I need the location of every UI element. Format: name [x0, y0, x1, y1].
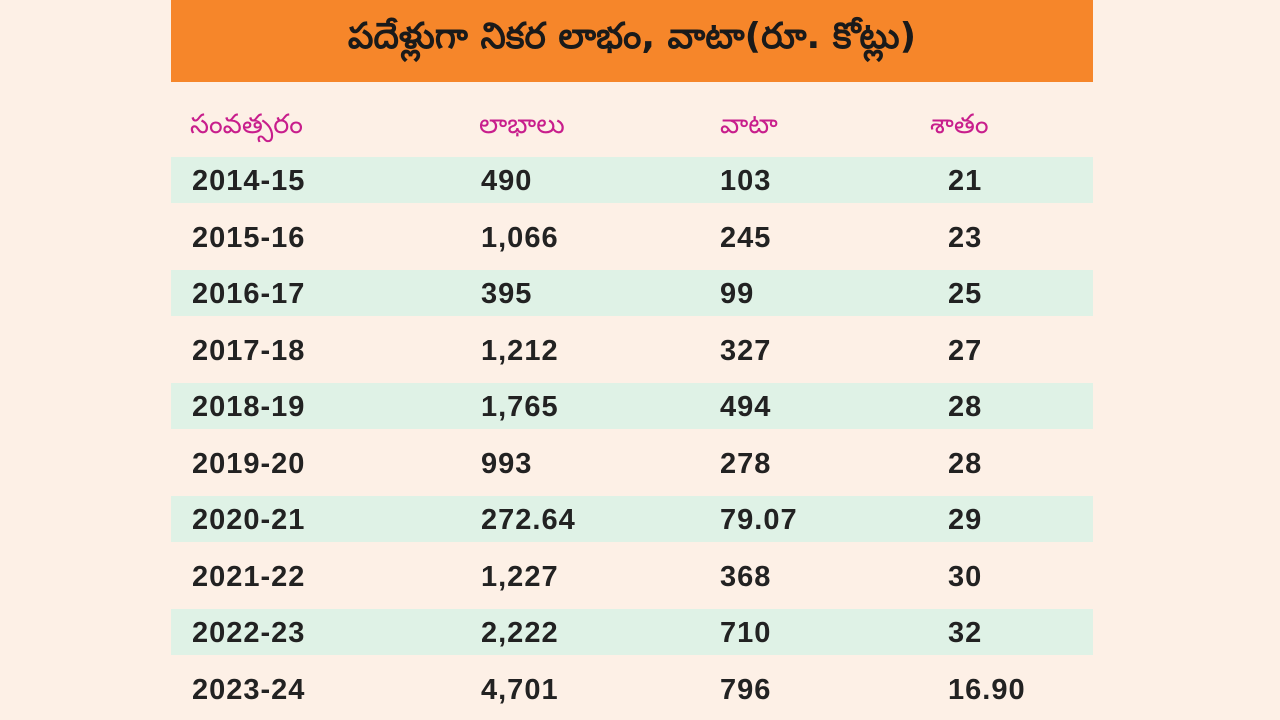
- title-bar: పదేళ్లుగా నికర లాభం, వాటా(రూ. కోట్లు): [171, 0, 1093, 82]
- percent-cell: 25: [948, 278, 983, 310]
- percent-cell: 28: [948, 447, 983, 480]
- percent-cell: 32: [948, 617, 983, 649]
- table-row: 2019-20 993 278 28: [171, 440, 1093, 486]
- year-cell: 2019-20: [192, 447, 306, 480]
- year-cell: 2018-19: [192, 391, 306, 423]
- year-cell: 2022-23: [192, 617, 306, 649]
- percent-cell: 21: [948, 165, 983, 197]
- table-panel: పదేళ్లుగా నికర లాభం, వాటా(రూ. కోట్లు) సం…: [171, 0, 1093, 720]
- percent-cell: 23: [948, 221, 983, 254]
- share-cell: 494: [720, 391, 772, 423]
- profit-cell: 1,765: [481, 391, 559, 423]
- table-row: 2022-23 2,222 710 32: [171, 609, 1093, 655]
- column-header-percent: శాతం: [930, 109, 989, 140]
- table-row: 2020-21 272.64 79.07 29: [171, 496, 1093, 542]
- percent-cell: 27: [948, 334, 983, 367]
- column-header-share: వాటా: [720, 109, 778, 140]
- profit-cell: 993: [481, 447, 533, 480]
- table-title: పదేళ్లుగా నికర లాభం, వాటా(రూ. కోట్లు): [347, 16, 917, 57]
- table-row: 2015-16 1,066 245 23: [171, 214, 1093, 260]
- share-cell: 327: [720, 334, 772, 367]
- share-cell: 99: [720, 278, 755, 310]
- share-cell: 796: [720, 673, 772, 706]
- year-cell: 2014-15: [192, 165, 306, 197]
- year-cell: 2023-24: [192, 673, 306, 706]
- column-header-profits: లాభాలు: [479, 109, 565, 140]
- year-cell: 2015-16: [192, 221, 306, 254]
- percent-cell: 29: [948, 504, 983, 536]
- table-row: 2023-24 4,701 796 16.90: [171, 666, 1093, 712]
- table-row: 2017-18 1,212 327 27: [171, 327, 1093, 373]
- profit-cell: 1,212: [481, 334, 559, 367]
- header-row: సంవత్సరం లాభాలు వాటా శాతం: [171, 100, 1093, 150]
- share-cell: 368: [720, 560, 772, 593]
- table-row: 2021-22 1,227 368 30: [171, 553, 1093, 599]
- percent-cell: 16.90: [948, 673, 1026, 706]
- percent-cell: 28: [948, 391, 983, 423]
- share-cell: 278: [720, 447, 772, 480]
- year-cell: 2017-18: [192, 334, 306, 367]
- profit-cell: 272.64: [481, 504, 576, 536]
- share-cell: 103: [720, 165, 772, 197]
- profit-cell: 395: [481, 278, 533, 310]
- year-cell: 2016-17: [192, 278, 306, 310]
- percent-cell: 30: [948, 560, 983, 593]
- profit-cell: 1,066: [481, 221, 559, 254]
- year-cell: 2020-21: [192, 504, 306, 536]
- share-cell: 245: [720, 221, 772, 254]
- table-row: 2018-19 1,765 494 28: [171, 383, 1093, 429]
- share-cell: 710: [720, 617, 772, 649]
- table-row: 2014-15 490 103 21: [171, 157, 1093, 203]
- profit-cell: 490: [481, 165, 533, 197]
- profit-cell: 1,227: [481, 560, 559, 593]
- profit-cell: 2,222: [481, 617, 559, 649]
- column-header-year: సంవత్సరం: [190, 109, 303, 140]
- table-row: 2016-17 395 99 25: [171, 270, 1093, 316]
- share-cell: 79.07: [720, 504, 798, 536]
- profit-cell: 4,701: [481, 673, 559, 706]
- year-cell: 2021-22: [192, 560, 306, 593]
